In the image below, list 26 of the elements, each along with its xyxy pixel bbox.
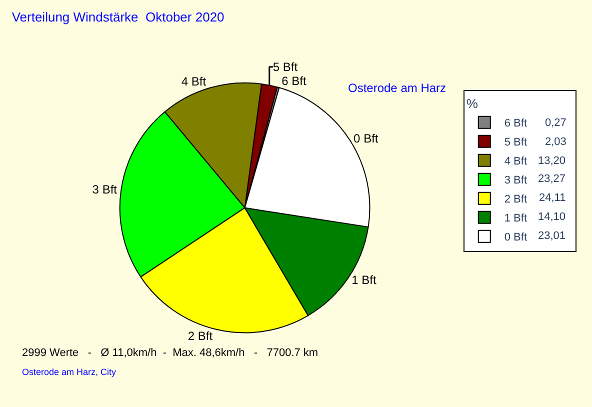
data-label: 2,03	[545, 136, 566, 148]
data-label: 23,27	[538, 173, 566, 185]
data-label: 13,20	[538, 155, 566, 167]
slice-label: 3 Bft	[92, 182, 118, 197]
legend-label: 1 Bft	[504, 212, 528, 225]
slice-label: 2 Bft	[188, 329, 214, 344]
slice-label: 0 Bft	[354, 131, 379, 146]
legend-label: 2 Bft	[504, 194, 528, 206]
data-label: 23,01	[538, 230, 566, 242]
data-label: 24,11	[539, 192, 566, 204]
legend-title: %	[466, 96, 478, 111]
slice-label: 1 Bft	[352, 273, 377, 288]
data-label: 0,27	[545, 117, 566, 129]
text: 2999 Werte - Ø 11,0km/h - Max. 48,6km/h - 7700.7 km	[22, 347, 318, 359]
text: Osterode am Harz, City	[22, 367, 117, 377]
legend-label: 3 Bft	[504, 174, 528, 187]
legend-label: 6 Bft	[504, 118, 528, 130]
text: Osterode am Harz	[348, 81, 446, 95]
slice-label: 5 Bft	[272, 60, 298, 74]
legend-label: 0 Bft	[504, 232, 528, 244]
slice-label: 4 Bft	[181, 74, 207, 88]
category-label: 6 Bft	[282, 74, 306, 88]
chart-title: Verteilung Windstärke Oktober 2020	[12, 9, 224, 24]
data-label: 14,10	[538, 211, 566, 223]
legend-label: 5 Bft	[504, 136, 528, 149]
legend-label: 4 Bft	[504, 156, 528, 168]
